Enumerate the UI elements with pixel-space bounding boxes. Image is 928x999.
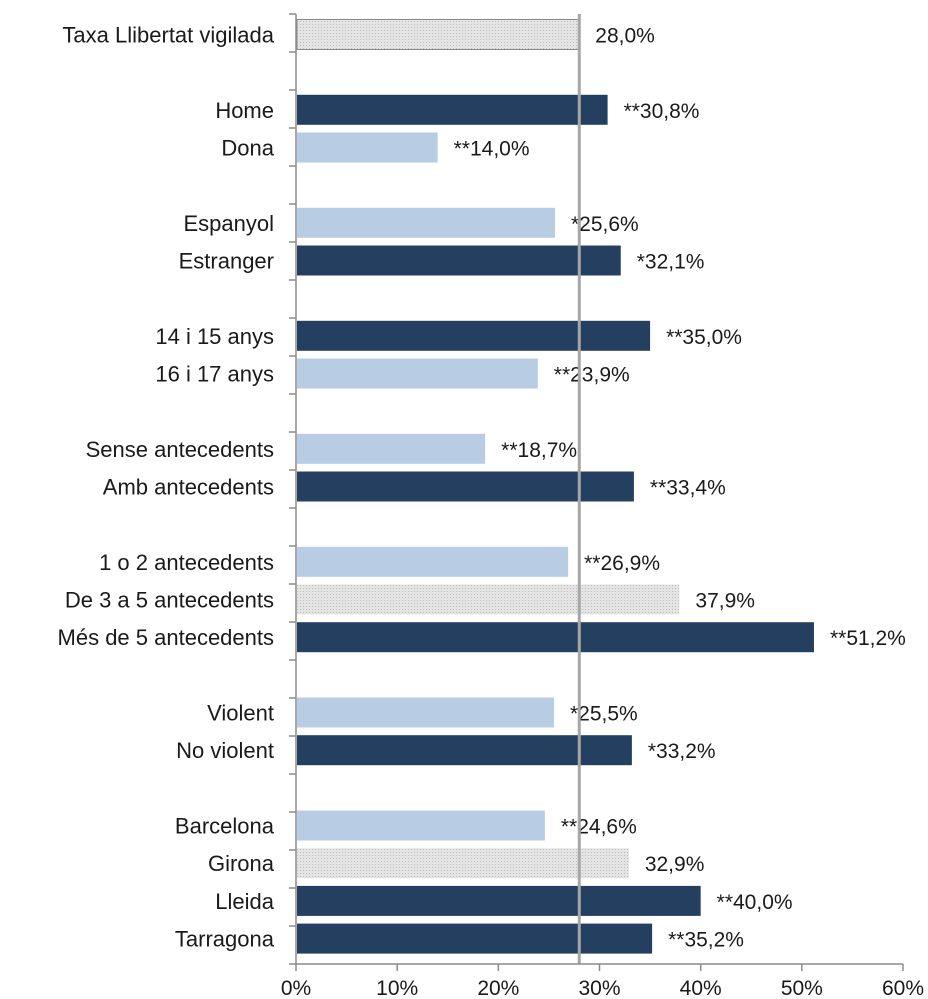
axis-layer: 0% 10% 20% 30% 40% 50% 60%: [281, 13, 924, 999]
bar-17: [297, 923, 653, 954]
bar-9: [297, 546, 569, 577]
category-label-3: Espanyol: [183, 211, 274, 236]
value-label-8: **33,4%: [650, 477, 726, 500]
value-label-10: 37,9%: [695, 590, 755, 613]
value-label-5: **35,0%: [666, 326, 742, 349]
value-label-4: *32,1%: [637, 251, 705, 274]
value-label-15: 32,9%: [645, 853, 705, 876]
bar-3: [297, 207, 555, 238]
bar-14: [297, 810, 545, 841]
value-label-0: 28,0%: [595, 25, 655, 48]
bar-7: [297, 433, 486, 464]
bar-8: [297, 471, 634, 502]
category-label-11: Més de 5 antecedents: [58, 625, 274, 650]
x-tick-label-4: 40%: [680, 977, 722, 999]
category-label-6: 16 i 17 anys: [155, 362, 274, 387]
bar-0: [296, 19, 580, 50]
category-label-5: 14 i 15 anys: [155, 324, 274, 349]
category-label-12: Violent: [207, 701, 274, 726]
value-label-1: **30,8%: [624, 100, 700, 123]
category-label-9: 1 o 2 antecedents: [99, 550, 274, 575]
bar-11: [297, 622, 814, 653]
x-tick-label-1: 10%: [376, 977, 418, 999]
category-label-16: Lleida: [215, 889, 274, 914]
category-label-2: Dona: [221, 136, 274, 161]
bar-5: [297, 320, 651, 351]
value-labels-layer: 28,0% **30,8% **14,0% *25,6% *32,1% **35,0% **…: [454, 25, 906, 952]
bar-2: [297, 132, 438, 163]
x-tick-label-2: 20%: [477, 977, 519, 999]
x-tick-label-6: 60%: [882, 977, 924, 999]
category-labels-layer: Taxa Llibertat vigilada Home Dona Espanyol E…: [58, 23, 275, 952]
value-label-16: **40,0%: [717, 891, 793, 914]
value-label-2: **14,0%: [454, 138, 530, 161]
category-label-8: Amb antecedents: [103, 475, 274, 500]
value-label-9: **26,9%: [584, 552, 660, 575]
bar-10: [297, 584, 680, 615]
bar-15: [297, 848, 629, 879]
category-label-13: No violent: [176, 738, 274, 763]
x-tick-label-5: 50%: [781, 977, 823, 999]
bar-1: [297, 94, 608, 125]
bar-13: [297, 735, 632, 766]
bar-12: [297, 697, 554, 728]
value-label-17: **35,2%: [668, 929, 744, 952]
value-label-7: **18,7%: [501, 439, 577, 462]
category-label-10: De 3 a 5 antecedents: [65, 588, 274, 613]
value-label-6: **23,9%: [554, 364, 630, 387]
category-label-17: Tarragona: [175, 927, 275, 952]
value-label-12: *25,5%: [570, 703, 638, 726]
bar-16: [297, 885, 701, 916]
x-tick-label-0: 0%: [281, 977, 311, 999]
category-label-0: Taxa Llibertat vigilada: [62, 23, 274, 48]
category-label-14: Barcelona: [175, 814, 275, 839]
x-tick-label-3: 30%: [578, 977, 620, 999]
category-label-4: Estranger: [179, 249, 274, 274]
category-label-1: Home: [215, 98, 274, 123]
value-label-11: **51,2%: [830, 627, 906, 650]
bar-4: [297, 245, 621, 276]
category-label-15: Girona: [208, 851, 275, 876]
value-label-14: **24,6%: [561, 816, 637, 839]
bar-6: [297, 358, 538, 389]
bars-layer: [296, 19, 814, 954]
category-label-7: Sense antecedents: [86, 437, 274, 462]
value-label-3: *25,6%: [571, 213, 639, 236]
value-label-13: *33,2%: [648, 740, 716, 763]
